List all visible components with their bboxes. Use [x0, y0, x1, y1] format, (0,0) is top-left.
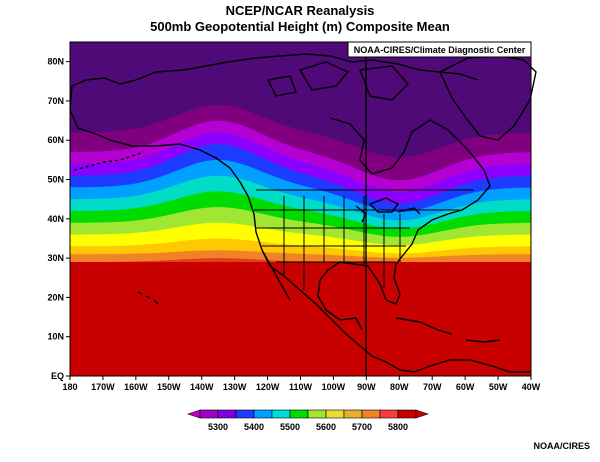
lat-tick-label: 70N — [47, 96, 64, 106]
colorbar-swatch — [271, 409, 291, 419]
height-band — [70, 262, 531, 376]
lat-tick-label: 30N — [47, 253, 64, 263]
state-boundaries — [254, 189, 474, 290]
colorbar-swatch — [253, 409, 273, 419]
colorbar-label: 5500 — [280, 422, 300, 432]
lat-tick-label: 50N — [47, 175, 64, 185]
lon-tick-label: 90W — [357, 382, 376, 392]
colorbar-low-arrow — [187, 409, 201, 419]
lon-tick-label: 150W — [157, 382, 181, 392]
lat-tick-label: 80N — [47, 57, 64, 67]
lon-tick-label: 80W — [390, 382, 409, 392]
lon-tick-label: 70W — [423, 382, 442, 392]
continent-outlines — [69, 53, 537, 373]
map-subtitle: 500mb Geopotential Height (m) Composite … — [150, 19, 450, 34]
lat-tick-label: 40N — [47, 214, 64, 224]
map-axes: EQ 10N 20N 30N 40N 50N 60N 70N 80N 180 170W 160W 150… — [47, 57, 540, 392]
lon-tick-label: 140W — [190, 382, 214, 392]
lon-tick-label: 180 — [62, 382, 77, 392]
colorbar-swatch — [325, 409, 345, 419]
colorbar-swatch — [307, 409, 327, 419]
credit-label: NOAA/CIRES — [533, 441, 590, 451]
lon-tick-label: 100W — [322, 382, 346, 392]
lon-tick-label: 60W — [456, 382, 475, 392]
colorbar-label: 5300 — [208, 422, 228, 432]
inset-label: NOAA-CIRES/Climate Diagnostic Center — [354, 45, 526, 55]
colorbar-swatch — [217, 409, 237, 419]
map-title: NCEP/NCAR Reanalysis — [225, 3, 375, 18]
height-bands — [70, 42, 531, 376]
lat-tick-label: EQ — [51, 371, 64, 381]
colorbar-label: 5800 — [388, 422, 408, 432]
colorbar-swatch — [199, 409, 219, 419]
lon-tick-label: 130W — [223, 382, 247, 392]
lon-tick-label: 110W — [289, 382, 313, 392]
colorbar-swatch — [289, 409, 309, 419]
lon-tick-label: 40W — [522, 382, 541, 392]
lat-tick-label: 20N — [47, 292, 64, 302]
lat-tick-label: 10N — [47, 332, 64, 342]
colorbar-swatch — [397, 409, 417, 419]
colorbar-label: 5700 — [352, 422, 372, 432]
lon-tick-label: 50W — [489, 382, 508, 392]
lat-tick-label: 60N — [47, 135, 64, 145]
colorbar-swatch — [343, 409, 363, 419]
colorbar-swatch — [379, 409, 399, 419]
inset-label-box — [347, 41, 532, 58]
lon-tick-label: 120W — [256, 382, 280, 392]
colorbar: 5300 5400 5500 5600 5700 5800 — [187, 409, 429, 432]
lon-tick-label: 160W — [124, 382, 148, 392]
colorbar-swatch — [235, 409, 255, 419]
colorbar-label: 5600 — [316, 422, 336, 432]
lon-tick-label: 170W — [91, 382, 115, 392]
colorbar-high-arrow — [415, 409, 429, 419]
colorbar-swatch — [361, 409, 381, 419]
colorbar-label: 5400 — [244, 422, 264, 432]
